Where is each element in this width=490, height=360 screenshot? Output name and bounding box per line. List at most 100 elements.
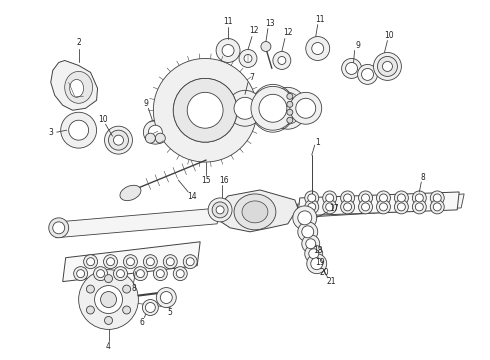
Circle shape [326, 194, 334, 202]
Text: 10: 10 [98, 115, 107, 124]
Text: 20: 20 [320, 268, 329, 277]
Circle shape [379, 194, 388, 202]
Text: 19: 19 [315, 258, 324, 267]
Circle shape [311, 258, 323, 270]
Circle shape [306, 239, 316, 249]
Circle shape [312, 42, 324, 54]
Circle shape [136, 270, 145, 278]
Circle shape [345, 62, 358, 75]
Circle shape [433, 194, 441, 202]
Circle shape [341, 200, 355, 214]
Circle shape [148, 125, 162, 139]
Circle shape [359, 200, 372, 214]
Circle shape [376, 191, 391, 205]
Circle shape [100, 292, 117, 307]
Text: 5: 5 [168, 308, 173, 317]
Circle shape [104, 275, 113, 283]
Ellipse shape [70, 80, 84, 97]
Circle shape [383, 62, 392, 71]
Circle shape [173, 78, 237, 142]
Circle shape [379, 203, 388, 211]
Circle shape [261, 41, 271, 51]
Circle shape [413, 191, 426, 205]
Circle shape [273, 51, 291, 69]
Text: 4: 4 [106, 342, 111, 351]
Circle shape [87, 258, 95, 266]
Circle shape [326, 203, 334, 211]
Circle shape [222, 45, 234, 57]
Circle shape [147, 258, 154, 266]
Circle shape [163, 255, 177, 269]
Circle shape [69, 120, 89, 140]
Circle shape [416, 203, 423, 211]
Ellipse shape [274, 92, 302, 124]
Circle shape [287, 93, 293, 99]
Circle shape [156, 288, 176, 307]
Text: 12: 12 [249, 26, 259, 35]
Circle shape [78, 270, 138, 329]
Circle shape [234, 97, 256, 119]
Circle shape [187, 92, 223, 128]
Circle shape [287, 101, 293, 107]
Text: 2: 2 [76, 38, 81, 47]
Ellipse shape [234, 194, 276, 230]
Circle shape [362, 203, 369, 211]
Text: 12: 12 [283, 28, 293, 37]
Circle shape [373, 53, 401, 80]
Circle shape [323, 200, 337, 214]
Circle shape [216, 206, 224, 214]
Polygon shape [51, 60, 98, 110]
Circle shape [309, 249, 318, 259]
Text: 13: 13 [265, 19, 275, 28]
Circle shape [97, 270, 104, 278]
Circle shape [208, 198, 232, 222]
Circle shape [251, 86, 295, 130]
Circle shape [302, 226, 314, 238]
Circle shape [307, 254, 327, 274]
Circle shape [114, 267, 127, 280]
Circle shape [296, 98, 316, 118]
Circle shape [430, 191, 444, 205]
Circle shape [239, 50, 257, 67]
Circle shape [244, 54, 252, 62]
Circle shape [305, 245, 323, 263]
Polygon shape [298, 192, 459, 216]
Circle shape [323, 191, 337, 205]
Circle shape [53, 222, 65, 234]
Ellipse shape [242, 201, 268, 223]
Circle shape [359, 191, 372, 205]
Circle shape [104, 126, 132, 154]
Text: 1: 1 [316, 138, 320, 147]
Circle shape [86, 285, 95, 293]
Circle shape [397, 194, 405, 202]
Circle shape [74, 267, 88, 280]
Text: 16: 16 [219, 176, 229, 185]
Text: 8: 8 [131, 284, 136, 293]
Ellipse shape [120, 185, 141, 201]
Circle shape [298, 222, 318, 242]
Polygon shape [63, 242, 200, 282]
Circle shape [114, 135, 123, 145]
Circle shape [122, 306, 131, 314]
Text: 9: 9 [355, 41, 360, 50]
Text: 3: 3 [49, 128, 53, 137]
Circle shape [416, 194, 423, 202]
Circle shape [122, 285, 131, 293]
Circle shape [305, 191, 318, 205]
Circle shape [430, 200, 444, 214]
Circle shape [394, 191, 408, 205]
Text: 7: 7 [249, 73, 254, 82]
Circle shape [49, 218, 69, 238]
Circle shape [358, 64, 377, 84]
Ellipse shape [65, 71, 93, 103]
Circle shape [86, 306, 95, 314]
Circle shape [106, 258, 115, 266]
Circle shape [133, 267, 147, 280]
Circle shape [117, 270, 124, 278]
Circle shape [343, 194, 352, 202]
Circle shape [173, 267, 187, 280]
Circle shape [173, 78, 237, 142]
Circle shape [156, 270, 164, 278]
Circle shape [153, 58, 257, 162]
Circle shape [302, 235, 319, 253]
